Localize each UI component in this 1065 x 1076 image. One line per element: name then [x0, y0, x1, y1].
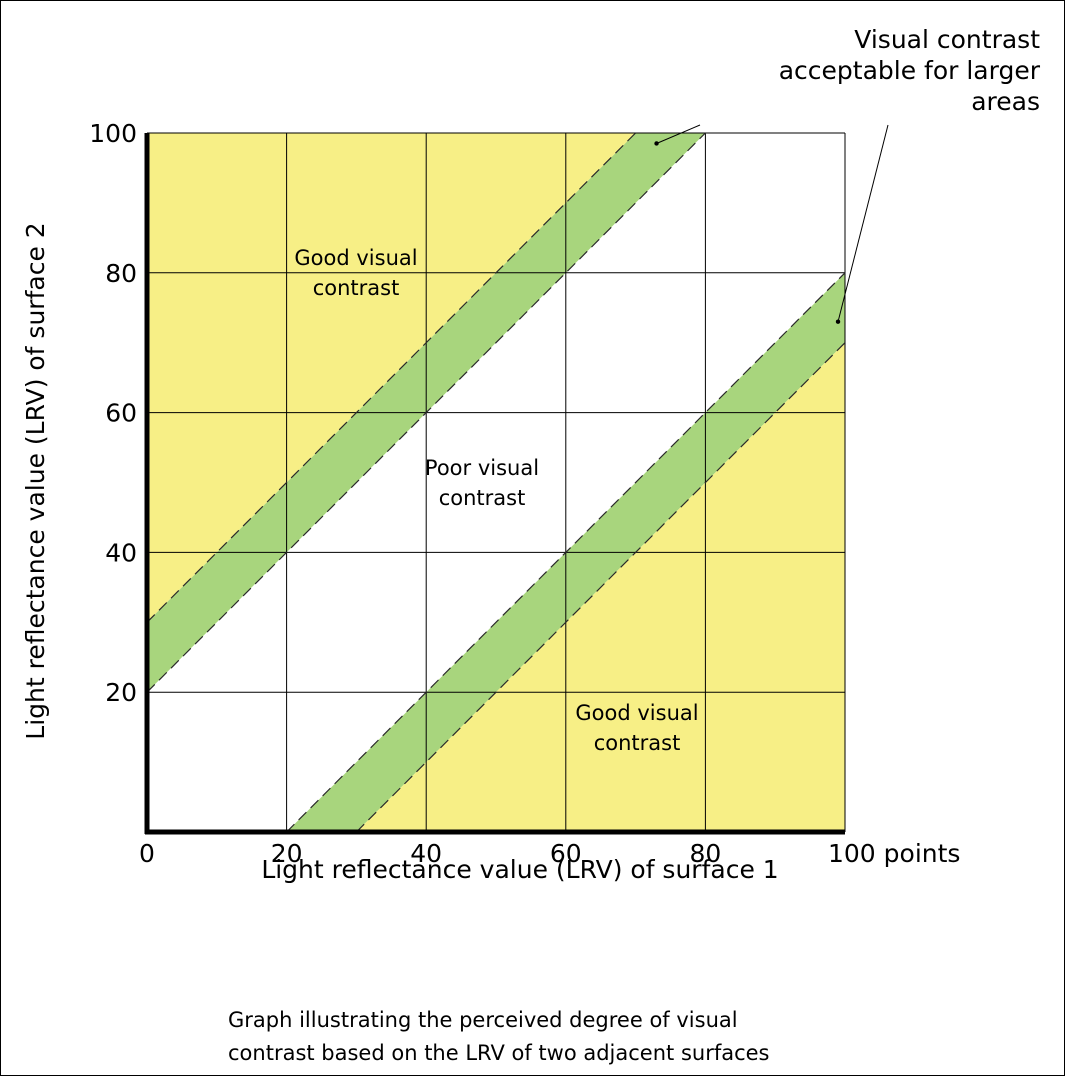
x-axis-label: Light reflectance value (LRV) of surface…	[261, 855, 778, 884]
annotation-dot	[835, 319, 841, 324]
annotation-line: acceptable for larger	[778, 56, 1040, 85]
annotation-leader-line	[656, 124, 701, 144]
annotation-line: Visual contrast	[854, 25, 1040, 54]
x-tick-label: 60	[550, 839, 582, 868]
axes	[144, 133, 845, 835]
region-labels: Good visual contrast Poor visual contrast Go…	[294, 246, 698, 755]
y-axis-label: Light reflectance value (LRV) of surface…	[21, 222, 50, 739]
region-label: contrast	[439, 486, 526, 510]
figure-caption: Graph illustrating the perceived degree …	[228, 1004, 868, 1070]
regions-layer	[147, 133, 846, 832]
region-label: Good visual	[294, 246, 417, 270]
y-tick-label: 40	[105, 538, 137, 567]
x-tick-label: 0	[139, 839, 155, 868]
annotation-dot	[654, 141, 659, 146]
caption-line: contrast based on the LRV of two adjacen…	[228, 1041, 770, 1065]
annotation-leaders	[654, 124, 889, 324]
boundary-line	[286, 272, 846, 833]
x-tick-label: 20	[271, 839, 303, 868]
y-tick-label: 20	[105, 678, 137, 707]
annotation-text: Visual contrast acceptable for larger ar…	[700, 24, 1040, 117]
y-tick-label: 80	[105, 259, 137, 288]
region-label: contrast	[313, 276, 400, 300]
tick-labels: 0 20 40 60 80 100 points 20 40 60 80 100	[89, 119, 960, 868]
x-tick-label: 40	[410, 839, 442, 868]
boundary-line	[355, 342, 846, 833]
annotation-line: areas	[971, 87, 1040, 116]
region-label: contrast	[594, 731, 681, 755]
y-tick-label: 100	[89, 119, 137, 148]
y-tick-label: 60	[105, 399, 137, 428]
boundary-line	[146, 132, 706, 693]
region-good-contrast-lower	[356, 342, 845, 832]
boundary-line	[146, 132, 637, 623]
x-tick-label: 80	[689, 839, 721, 868]
caption-line: Graph illustrating the perceived degree …	[228, 1008, 738, 1032]
region-label: Good visual	[575, 701, 698, 725]
x-tick-label: 100 points	[828, 839, 960, 868]
region-label: Poor visual	[425, 456, 539, 480]
boundary-lines	[146, 132, 846, 833]
annotation-leader-line	[837, 124, 889, 322]
